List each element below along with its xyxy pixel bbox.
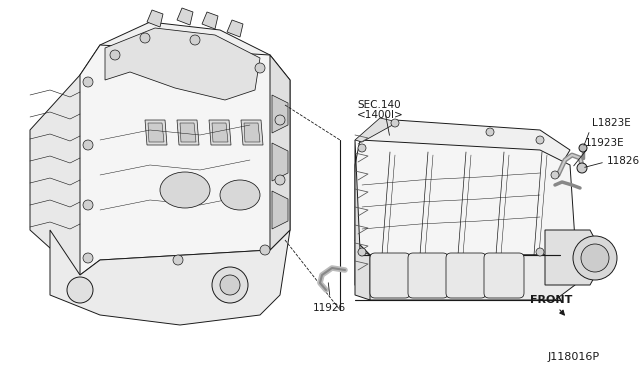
Text: J118016P: J118016P <box>548 352 600 362</box>
Polygon shape <box>30 75 100 275</box>
Circle shape <box>260 245 270 255</box>
Circle shape <box>358 248 366 256</box>
Polygon shape <box>145 120 167 145</box>
Circle shape <box>83 140 93 150</box>
Polygon shape <box>209 120 231 145</box>
Ellipse shape <box>160 172 210 208</box>
Polygon shape <box>177 8 193 25</box>
Polygon shape <box>227 20 243 37</box>
Circle shape <box>275 115 285 125</box>
Polygon shape <box>355 140 370 300</box>
FancyBboxPatch shape <box>446 253 486 298</box>
Polygon shape <box>241 120 263 145</box>
Polygon shape <box>80 45 290 275</box>
Polygon shape <box>180 123 196 142</box>
Polygon shape <box>272 95 288 133</box>
Polygon shape <box>202 12 218 29</box>
Polygon shape <box>105 28 260 100</box>
Circle shape <box>551 171 559 179</box>
Circle shape <box>67 277 93 303</box>
Ellipse shape <box>220 180 260 210</box>
Circle shape <box>110 50 120 60</box>
Circle shape <box>275 175 285 185</box>
Circle shape <box>173 255 183 265</box>
Text: 11826+A: 11826+A <box>607 156 640 166</box>
Text: FRONT: FRONT <box>530 295 572 315</box>
Text: L1823E: L1823E <box>592 118 631 128</box>
FancyBboxPatch shape <box>370 253 410 298</box>
Text: 11923E: 11923E <box>585 138 625 148</box>
Text: SEC.140: SEC.140 <box>357 100 401 110</box>
Polygon shape <box>355 118 398 142</box>
Polygon shape <box>80 22 270 110</box>
Polygon shape <box>148 123 164 142</box>
Polygon shape <box>212 123 228 142</box>
Circle shape <box>358 144 366 152</box>
Circle shape <box>579 144 587 152</box>
Circle shape <box>83 77 93 87</box>
Polygon shape <box>272 143 288 181</box>
Polygon shape <box>147 10 163 27</box>
Polygon shape <box>50 230 290 325</box>
Circle shape <box>255 63 265 73</box>
Circle shape <box>486 128 494 136</box>
Circle shape <box>581 244 609 272</box>
Text: <1400I>: <1400I> <box>357 110 404 120</box>
Polygon shape <box>545 230 605 285</box>
Circle shape <box>536 248 544 256</box>
FancyBboxPatch shape <box>408 253 448 298</box>
Circle shape <box>577 163 587 173</box>
Polygon shape <box>270 55 290 250</box>
Polygon shape <box>177 120 199 145</box>
Text: 11926: 11926 <box>313 303 346 313</box>
Polygon shape <box>244 123 260 142</box>
Polygon shape <box>272 191 288 229</box>
Circle shape <box>190 35 200 45</box>
Circle shape <box>391 119 399 127</box>
Polygon shape <box>360 120 570 180</box>
Circle shape <box>212 267 248 303</box>
FancyBboxPatch shape <box>484 253 524 298</box>
Circle shape <box>83 200 93 210</box>
Circle shape <box>220 275 240 295</box>
Circle shape <box>83 253 93 263</box>
Polygon shape <box>355 240 575 300</box>
Circle shape <box>573 236 617 280</box>
Polygon shape <box>355 140 575 255</box>
Circle shape <box>536 136 544 144</box>
Circle shape <box>140 33 150 43</box>
